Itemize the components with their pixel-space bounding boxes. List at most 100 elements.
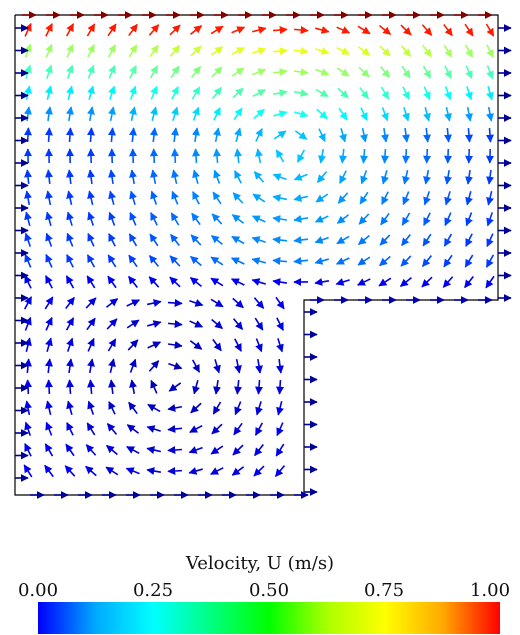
velocity-arrow: [128, 401, 138, 415]
velocity-arrow: [213, 359, 221, 374]
velocity-arrow: [276, 422, 284, 437]
velocity-arrow: [339, 170, 347, 184]
velocity-arrow: [336, 235, 350, 245]
velocity-arrow: [401, 233, 411, 247]
velocity-arrow: [293, 215, 309, 223]
velocity-arrow: [231, 47, 245, 55]
velocity-arrow: [150, 85, 158, 100]
velocity-arrow: [465, 65, 473, 80]
velocity-arrow: [190, 45, 202, 57]
velocity-arrow: [335, 257, 350, 265]
velocity-arrow: [276, 358, 284, 374]
colorbar-tick-2: 0.50: [248, 580, 290, 601]
velocity-arrow: [45, 421, 53, 436]
velocity-arrow: [251, 278, 266, 286]
velocity-arrow: [255, 358, 263, 374]
velocity-arrow: [294, 130, 308, 140]
velocity-arrow: [87, 44, 95, 58]
velocity-arrow: [107, 127, 116, 143]
velocity-arrow: [66, 337, 74, 352]
velocity-arrow: [24, 190, 32, 206]
velocity-arrow: [87, 337, 95, 352]
velocity-arrow: [108, 106, 116, 122]
velocity-arrow: [464, 44, 474, 58]
velocity-arrow: [272, 173, 287, 181]
velocity-arrow: [272, 194, 288, 202]
velocity-arrow: [45, 400, 53, 416]
velocity-arrow: [399, 276, 412, 288]
velocity-arrow: [210, 234, 223, 246]
velocity-arrow: [171, 127, 179, 143]
velocity-arrow: [336, 46, 350, 56]
velocity-arrow: [379, 45, 391, 57]
velocity-arrow: [192, 127, 200, 143]
velocity-arrow: [336, 67, 350, 77]
velocity-arrow: [65, 23, 75, 37]
velocity-arrow: [400, 45, 412, 57]
velocity-arrow: [485, 23, 495, 37]
colorbar-tick-1: 0.25: [132, 580, 174, 601]
velocity-arrow: [255, 379, 264, 395]
velocity-arrow: [251, 236, 266, 244]
velocity-arrow: [272, 257, 288, 266]
velocity-arrow: [231, 466, 245, 476]
velocity-arrow: [148, 276, 160, 288]
velocity-arrow: [149, 233, 159, 247]
velocity-arrow: [402, 107, 410, 122]
velocity-arrow: [108, 233, 116, 247]
velocity-arrow: [171, 190, 179, 205]
velocity-arrow: [272, 278, 288, 286]
velocity-arrow: [150, 169, 158, 185]
velocity-arrow: [86, 254, 96, 268]
velocity-arrow: [105, 466, 119, 476]
velocity-arrow: [189, 277, 202, 287]
velocity-arrow: [360, 170, 368, 185]
velocity-arrow: [66, 85, 74, 100]
velocity-arrow: [108, 190, 116, 205]
velocity-arrow: [272, 236, 288, 244]
velocity-arrow: [231, 67, 245, 77]
velocity-arrow: [150, 190, 158, 205]
velocity-arrow: [400, 255, 412, 267]
velocity-arrow: [380, 86, 390, 100]
velocity-arrow: [87, 358, 95, 374]
velocity-arrow: [167, 466, 183, 475]
velocity-arrow: [150, 127, 158, 143]
velocity-arrow: [150, 379, 158, 394]
velocity-arrow: [150, 148, 159, 164]
velocity-arrow: [171, 148, 180, 164]
velocity-arrow: [66, 421, 74, 436]
velocity-arrow: [192, 106, 200, 121]
velocity-arrow: [24, 169, 32, 185]
velocity-arrow: [336, 214, 350, 224]
velocity-arrow: [108, 169, 116, 185]
velocity-arrow: [128, 23, 138, 37]
velocity-arrow: [190, 255, 202, 267]
velocity-arrow: [191, 359, 201, 373]
velocity-arrow: [150, 212, 158, 226]
velocity-arrow: [168, 382, 182, 392]
velocity-arrow: [210, 256, 224, 266]
velocity-arrow: [24, 106, 32, 122]
velocity-arrow: [189, 25, 203, 35]
velocity-arrow: [129, 379, 137, 395]
velocity-arrow: [422, 65, 432, 79]
velocity-arrow: [148, 254, 160, 267]
velocity-arrow: [358, 66, 370, 78]
velocity-arrow: [444, 86, 452, 101]
velocity-arrow: [357, 234, 370, 246]
velocity-arrow: [379, 66, 391, 79]
velocity-arrow: [485, 275, 495, 289]
velocity-arrow: [65, 127, 74, 143]
velocity-arrow: [255, 148, 263, 164]
velocity-arrow: [423, 107, 431, 122]
velocity-arrow: [212, 86, 222, 100]
velocity-arrow: [66, 64, 74, 79]
velocity-arrow: [234, 379, 242, 395]
velocity-arrow: [421, 276, 433, 288]
velocity-arrow: [255, 127, 263, 142]
velocity-arrow: [106, 423, 118, 435]
velocity-arrow: [87, 211, 95, 226]
velocity-arrow: [87, 232, 95, 247]
velocity-arrow: [486, 86, 494, 101]
